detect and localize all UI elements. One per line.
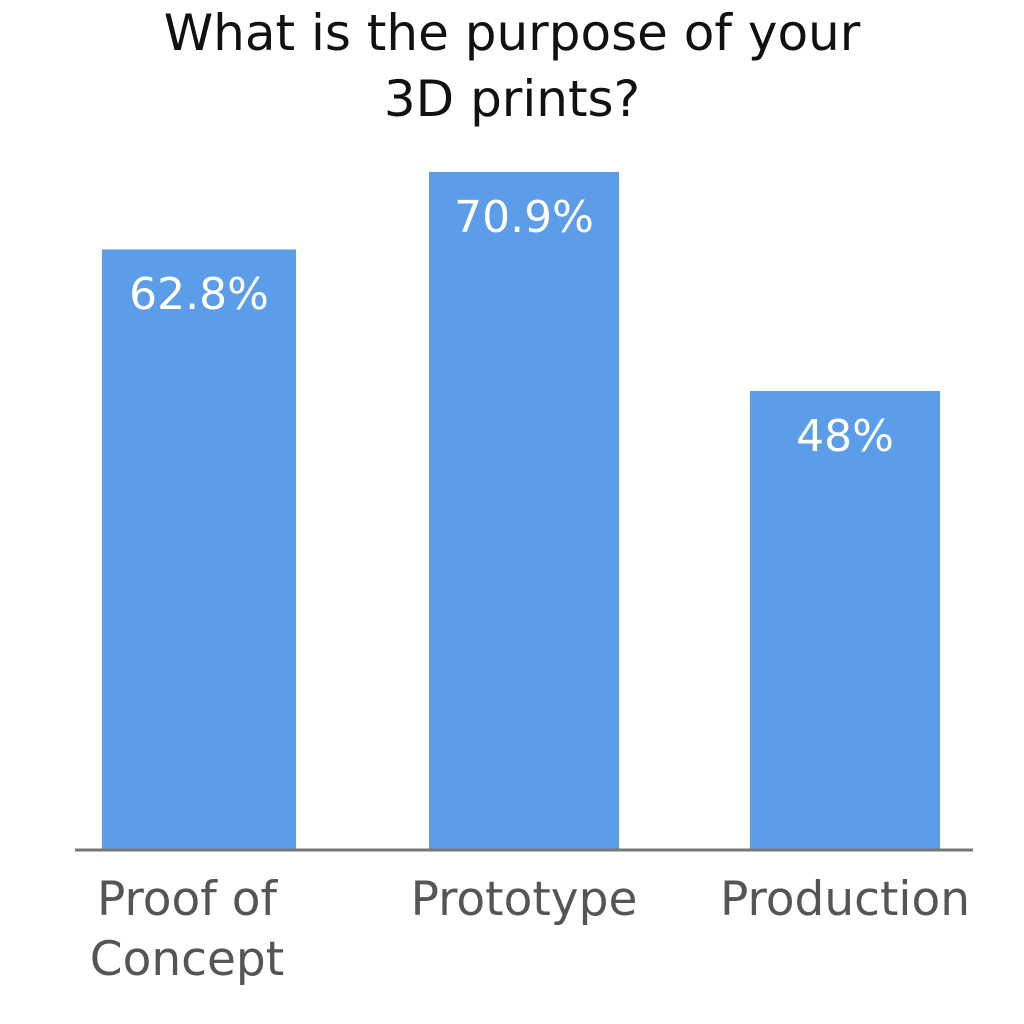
x-tick-label: Proof of Concept xyxy=(89,872,285,987)
value-label: 48% xyxy=(796,410,894,462)
bar xyxy=(429,172,619,850)
value-label: 70.9% xyxy=(454,192,594,243)
value-label: 62.8% xyxy=(129,269,269,321)
x-tick-label: Production xyxy=(719,872,971,927)
bar xyxy=(750,390,940,850)
bar xyxy=(102,249,296,851)
x-tick-label: Prototype xyxy=(410,872,638,927)
chart-title: What is the purpose of your 3D prints? xyxy=(163,4,861,128)
